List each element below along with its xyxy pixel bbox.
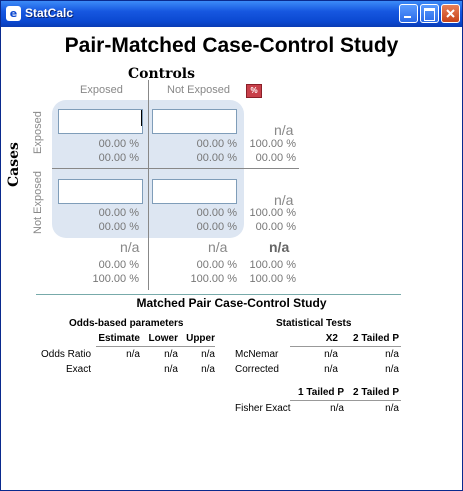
grand-total-pct-2: 100.00 %	[249, 273, 296, 285]
maximize-icon	[424, 8, 435, 21]
odds-title: Odds-based parameters	[69, 318, 184, 329]
col1-total-pct-2: 100.00 %	[92, 273, 139, 285]
window-title: StatCalc	[25, 6, 74, 20]
tests-header-rule	[290, 346, 401, 347]
col2-total-pct-2: 100.00 %	[190, 273, 237, 285]
row-not-exposed-label: Not Exposed	[32, 171, 44, 234]
col1-total: n/a	[120, 239, 140, 255]
odds-ratio-estimate: n/a	[126, 349, 140, 360]
text-caret	[141, 110, 142, 126]
row1-total: n/a	[274, 122, 294, 138]
cell-exposed-exposed-input[interactable]	[58, 109, 143, 134]
col-exposed-label: Exposed	[80, 84, 123, 96]
corrected-x2: n/a	[324, 364, 338, 375]
fisher-exact-label: Fisher Exact	[235, 403, 291, 414]
client-area: Pair-Matched Case-Control Study Controls…	[4, 28, 459, 487]
title-bar[interactable]: e StatCalc	[1, 1, 462, 27]
cell-nn-pct-1: 00.00 %	[196, 207, 237, 219]
odds-ratio-upper: n/a	[201, 349, 215, 360]
odds-ratio-lower: n/a	[164, 349, 178, 360]
col1-total-pct-1: 00.00 %	[98, 259, 139, 271]
close-button[interactable]	[441, 4, 460, 23]
cell-en-pct-1: 00.00 %	[196, 138, 237, 150]
percent-toggle-button[interactable]: %	[246, 84, 262, 98]
cell-notexposed-notexposed-input[interactable]	[152, 179, 237, 204]
cell-en-pct-2: 00.00 %	[196, 152, 237, 164]
tests-header-2tailed: 2 Tailed P	[353, 333, 399, 344]
corrected-label: Corrected	[235, 364, 279, 375]
app-icon[interactable]: e	[6, 6, 21, 21]
mcnemar-x2: n/a	[324, 349, 338, 360]
minimize-icon	[404, 16, 411, 18]
maximize-button[interactable]	[420, 4, 439, 23]
odds-header-rule	[96, 346, 215, 347]
odds-ratio-label: Odds Ratio	[41, 349, 92, 360]
section-divider	[36, 294, 401, 295]
col-not-exposed-label: Not Exposed	[167, 84, 230, 96]
cell-ee-pct-1: 00.00 %	[98, 138, 139, 150]
row1-total-pct-1: 100.00 %	[249, 138, 296, 150]
fisher-header-2tailed: 2 Tailed P	[353, 387, 399, 398]
table-divider-vertical	[148, 80, 149, 290]
minimize-button[interactable]	[399, 4, 418, 23]
exact-upper: n/a	[201, 364, 215, 375]
tests-header-x2: X2	[325, 333, 338, 344]
close-icon	[446, 9, 455, 18]
exact-label: Exact	[66, 364, 92, 375]
controls-label: Controls	[127, 66, 196, 82]
cell-ne-pct-2: 00.00 %	[98, 221, 139, 233]
cell-ne-pct-1: 00.00 %	[98, 207, 139, 219]
cell-exposed-notexposed-input[interactable]	[152, 109, 237, 134]
mcnemar-label: McNemar	[235, 349, 279, 360]
tests-title: Statistical Tests	[276, 318, 352, 329]
cell-ee-pct-2: 00.00 %	[98, 152, 139, 164]
row2-total: n/a	[274, 192, 294, 208]
cell-nn-pct-2: 00.00 %	[196, 221, 237, 233]
fisher-header-1tailed: 1 Tailed P	[298, 387, 344, 398]
row2-total-pct-1: 100.00 %	[249, 207, 296, 219]
results-title: Matched Pair Case-Control Study	[136, 296, 327, 310]
corrected-2tailed: n/a	[385, 364, 399, 375]
grand-total-pct-1: 100.00 %	[249, 259, 296, 271]
fisher-header-rule	[290, 400, 401, 401]
cases-label: Cases	[6, 142, 22, 187]
exact-lower: n/a	[164, 364, 178, 375]
row2-total-pct-2: 00.00 %	[255, 221, 296, 233]
grand-total: n/a	[269, 239, 290, 255]
fisher-1tailed: n/a	[330, 403, 344, 414]
odds-header-lower: Lower	[148, 333, 178, 344]
row-exposed-label: Exposed	[32, 111, 44, 154]
mcnemar-2tailed: n/a	[385, 349, 399, 360]
cell-notexposed-exposed-input[interactable]	[58, 179, 143, 204]
page-title: Pair-Matched Case-Control Study	[64, 34, 399, 57]
odds-header-estimate: Estimate	[98, 333, 140, 344]
row1-total-pct-2: 00.00 %	[255, 152, 296, 164]
table-divider-horizontal	[52, 168, 299, 169]
col2-total-pct-1: 00.00 %	[196, 259, 237, 271]
fisher-2tailed: n/a	[385, 403, 399, 414]
odds-header-upper: Upper	[186, 333, 215, 344]
col2-total: n/a	[208, 239, 228, 255]
